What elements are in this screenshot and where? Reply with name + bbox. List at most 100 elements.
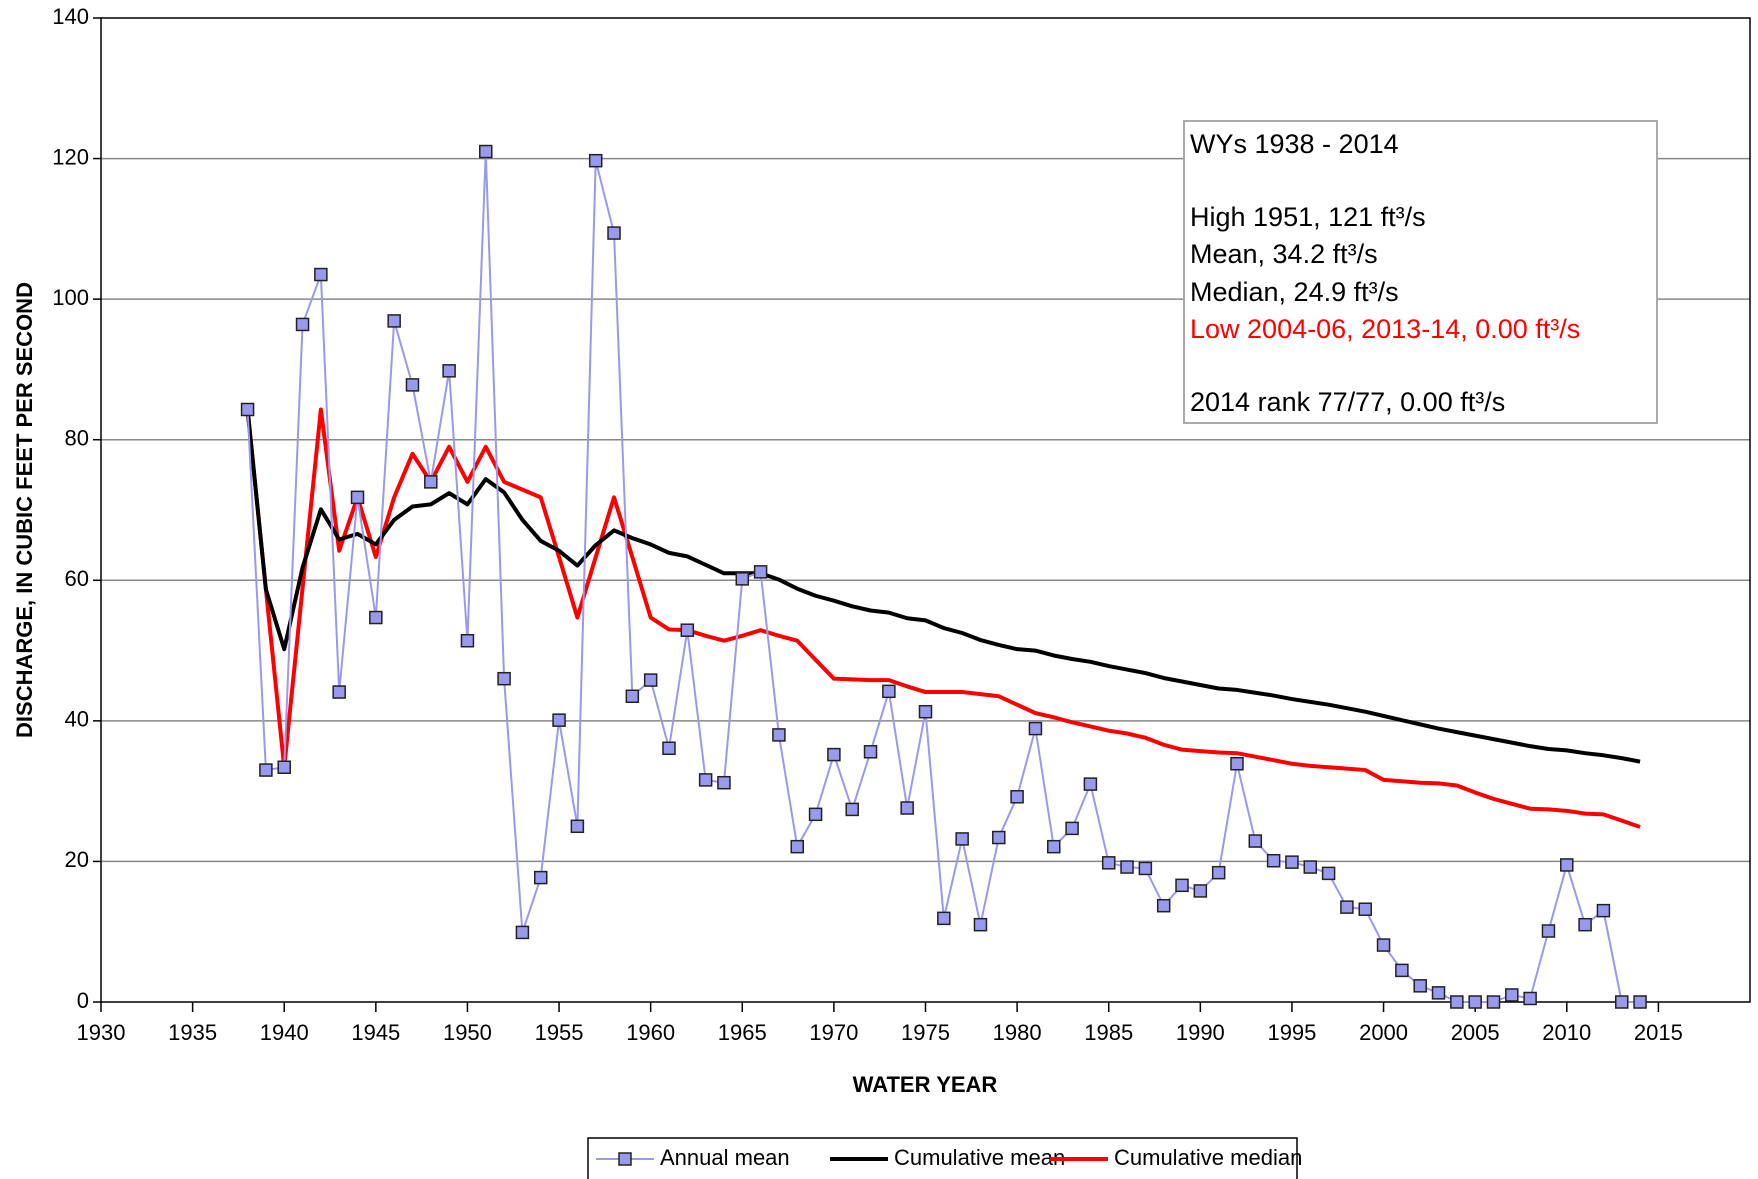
x-tick-label: 2010: [1542, 1020, 1591, 1045]
y-tick-label: 100: [52, 285, 89, 310]
data-marker: [497, 671, 511, 686]
data-marker: [1450, 995, 1464, 1009]
data-marker: [662, 741, 676, 756]
x-tick-label: 1990: [1176, 1020, 1225, 1045]
data-marker: [1633, 995, 1647, 1009]
x-tick-label: 1965: [718, 1020, 767, 1045]
data-marker: [1065, 821, 1079, 836]
annotation-box: [1183, 120, 1658, 424]
x-tick-label: 1970: [809, 1020, 858, 1045]
data-marker: [332, 685, 346, 699]
data-marker: [882, 684, 896, 699]
x-tick-label: 1995: [1267, 1020, 1316, 1045]
y-tick-label: 0: [77, 988, 89, 1013]
data-marker: [1193, 884, 1208, 898]
data-marker: [1028, 721, 1043, 736]
annotation: Median, 24.9 ft³/s: [1190, 277, 1399, 307]
data-marker: [1340, 900, 1354, 914]
data-marker: [1047, 839, 1061, 854]
data-marker: [405, 378, 420, 392]
data-marker: [570, 819, 585, 834]
y-tick-label: 120: [52, 144, 89, 169]
data-marker: [442, 364, 456, 378]
data-marker: [1578, 917, 1592, 932]
x-tick-label: 1935: [168, 1020, 217, 1045]
legend-box: [587, 1137, 1298, 1179]
data-marker: [1101, 856, 1116, 870]
data-marker: [845, 802, 859, 817]
data-marker: [625, 689, 640, 704]
data-marker: [1468, 995, 1482, 1009]
data-marker: [1120, 860, 1134, 874]
x-tick-label: 1960: [626, 1020, 675, 1045]
y-tick-label: 20: [65, 847, 89, 872]
data-marker: [992, 830, 1006, 845]
data-marker: [1395, 963, 1409, 978]
data-marker: [588, 153, 603, 168]
data-marker: [735, 572, 750, 586]
x-tick-label: 1950: [443, 1020, 492, 1045]
legend-label: Annual mean: [660, 1145, 790, 1170]
annotation: High 1951, 121 ft³/s: [1190, 202, 1426, 232]
data-marker: [698, 773, 713, 787]
annotation: 2014 rank 77/77, 0.00 ft³/s: [1190, 387, 1505, 417]
x-tick-label: 1940: [260, 1020, 309, 1045]
data-marker: [753, 565, 768, 579]
data-marker: [863, 745, 878, 759]
y-tick-label: 60: [65, 566, 89, 591]
data-marker: [790, 839, 804, 854]
data-marker: [1541, 924, 1556, 938]
data-marker: [643, 673, 658, 687]
data-marker: [973, 917, 988, 932]
data-marker: [1138, 861, 1153, 876]
data-marker: [533, 870, 548, 885]
data-marker: [1486, 995, 1501, 1009]
data-marker: [479, 144, 493, 159]
data-marker: [607, 226, 621, 240]
data-marker: [314, 267, 328, 282]
data-marker: [1614, 995, 1629, 1009]
x-tick-label: 1975: [901, 1020, 950, 1045]
x-axis-label: WATER YEAR: [853, 1072, 998, 1097]
data-marker: [424, 475, 438, 489]
data-marker: [918, 704, 933, 719]
y-tick-label: 140: [52, 4, 89, 29]
legend-label: Cumulative median: [1114, 1145, 1302, 1170]
annotation: Low 2004-06, 2013-14, 0.00 ft³/s: [1190, 314, 1580, 344]
data-marker: [1266, 853, 1281, 868]
series-line: [245, 409, 1641, 764]
data-marker: [827, 747, 841, 762]
legend-label: Cumulative mean: [894, 1145, 1065, 1170]
x-tick-label: 1980: [993, 1020, 1042, 1045]
data-marker: [1303, 860, 1318, 874]
data-marker: [552, 713, 566, 727]
x-tick-label: 2005: [1451, 1020, 1500, 1045]
x-tick-label: 1930: [77, 1020, 126, 1045]
annotation: Mean, 34.2 ft³/s: [1190, 239, 1378, 269]
data-marker: [515, 925, 530, 940]
series-line: [245, 407, 1641, 829]
data-marker: [1285, 855, 1299, 869]
data-marker: [1358, 902, 1372, 916]
data-marker: [240, 402, 255, 417]
data-marker: [460, 633, 475, 648]
y-tick-label: 80: [65, 426, 89, 451]
data-marker: [1321, 866, 1336, 881]
data-marker: [772, 728, 786, 742]
y-tick-label: 40: [65, 707, 89, 732]
data-marker: [1560, 858, 1574, 872]
annotation: WYs 1938 - 2014: [1190, 129, 1399, 159]
data-marker: [1010, 790, 1024, 804]
data-marker: [1211, 865, 1226, 880]
data-marker: [387, 314, 401, 328]
x-tick-label: 1985: [1084, 1020, 1133, 1045]
data-marker: [1505, 988, 1519, 1002]
data-marker: [808, 807, 823, 822]
data-marker: [1083, 777, 1098, 791]
data-marker: [1156, 898, 1171, 913]
data-marker: [369, 610, 383, 625]
data-marker: [717, 775, 731, 790]
data-marker: [1376, 938, 1391, 952]
data-marker: [1413, 979, 1427, 993]
